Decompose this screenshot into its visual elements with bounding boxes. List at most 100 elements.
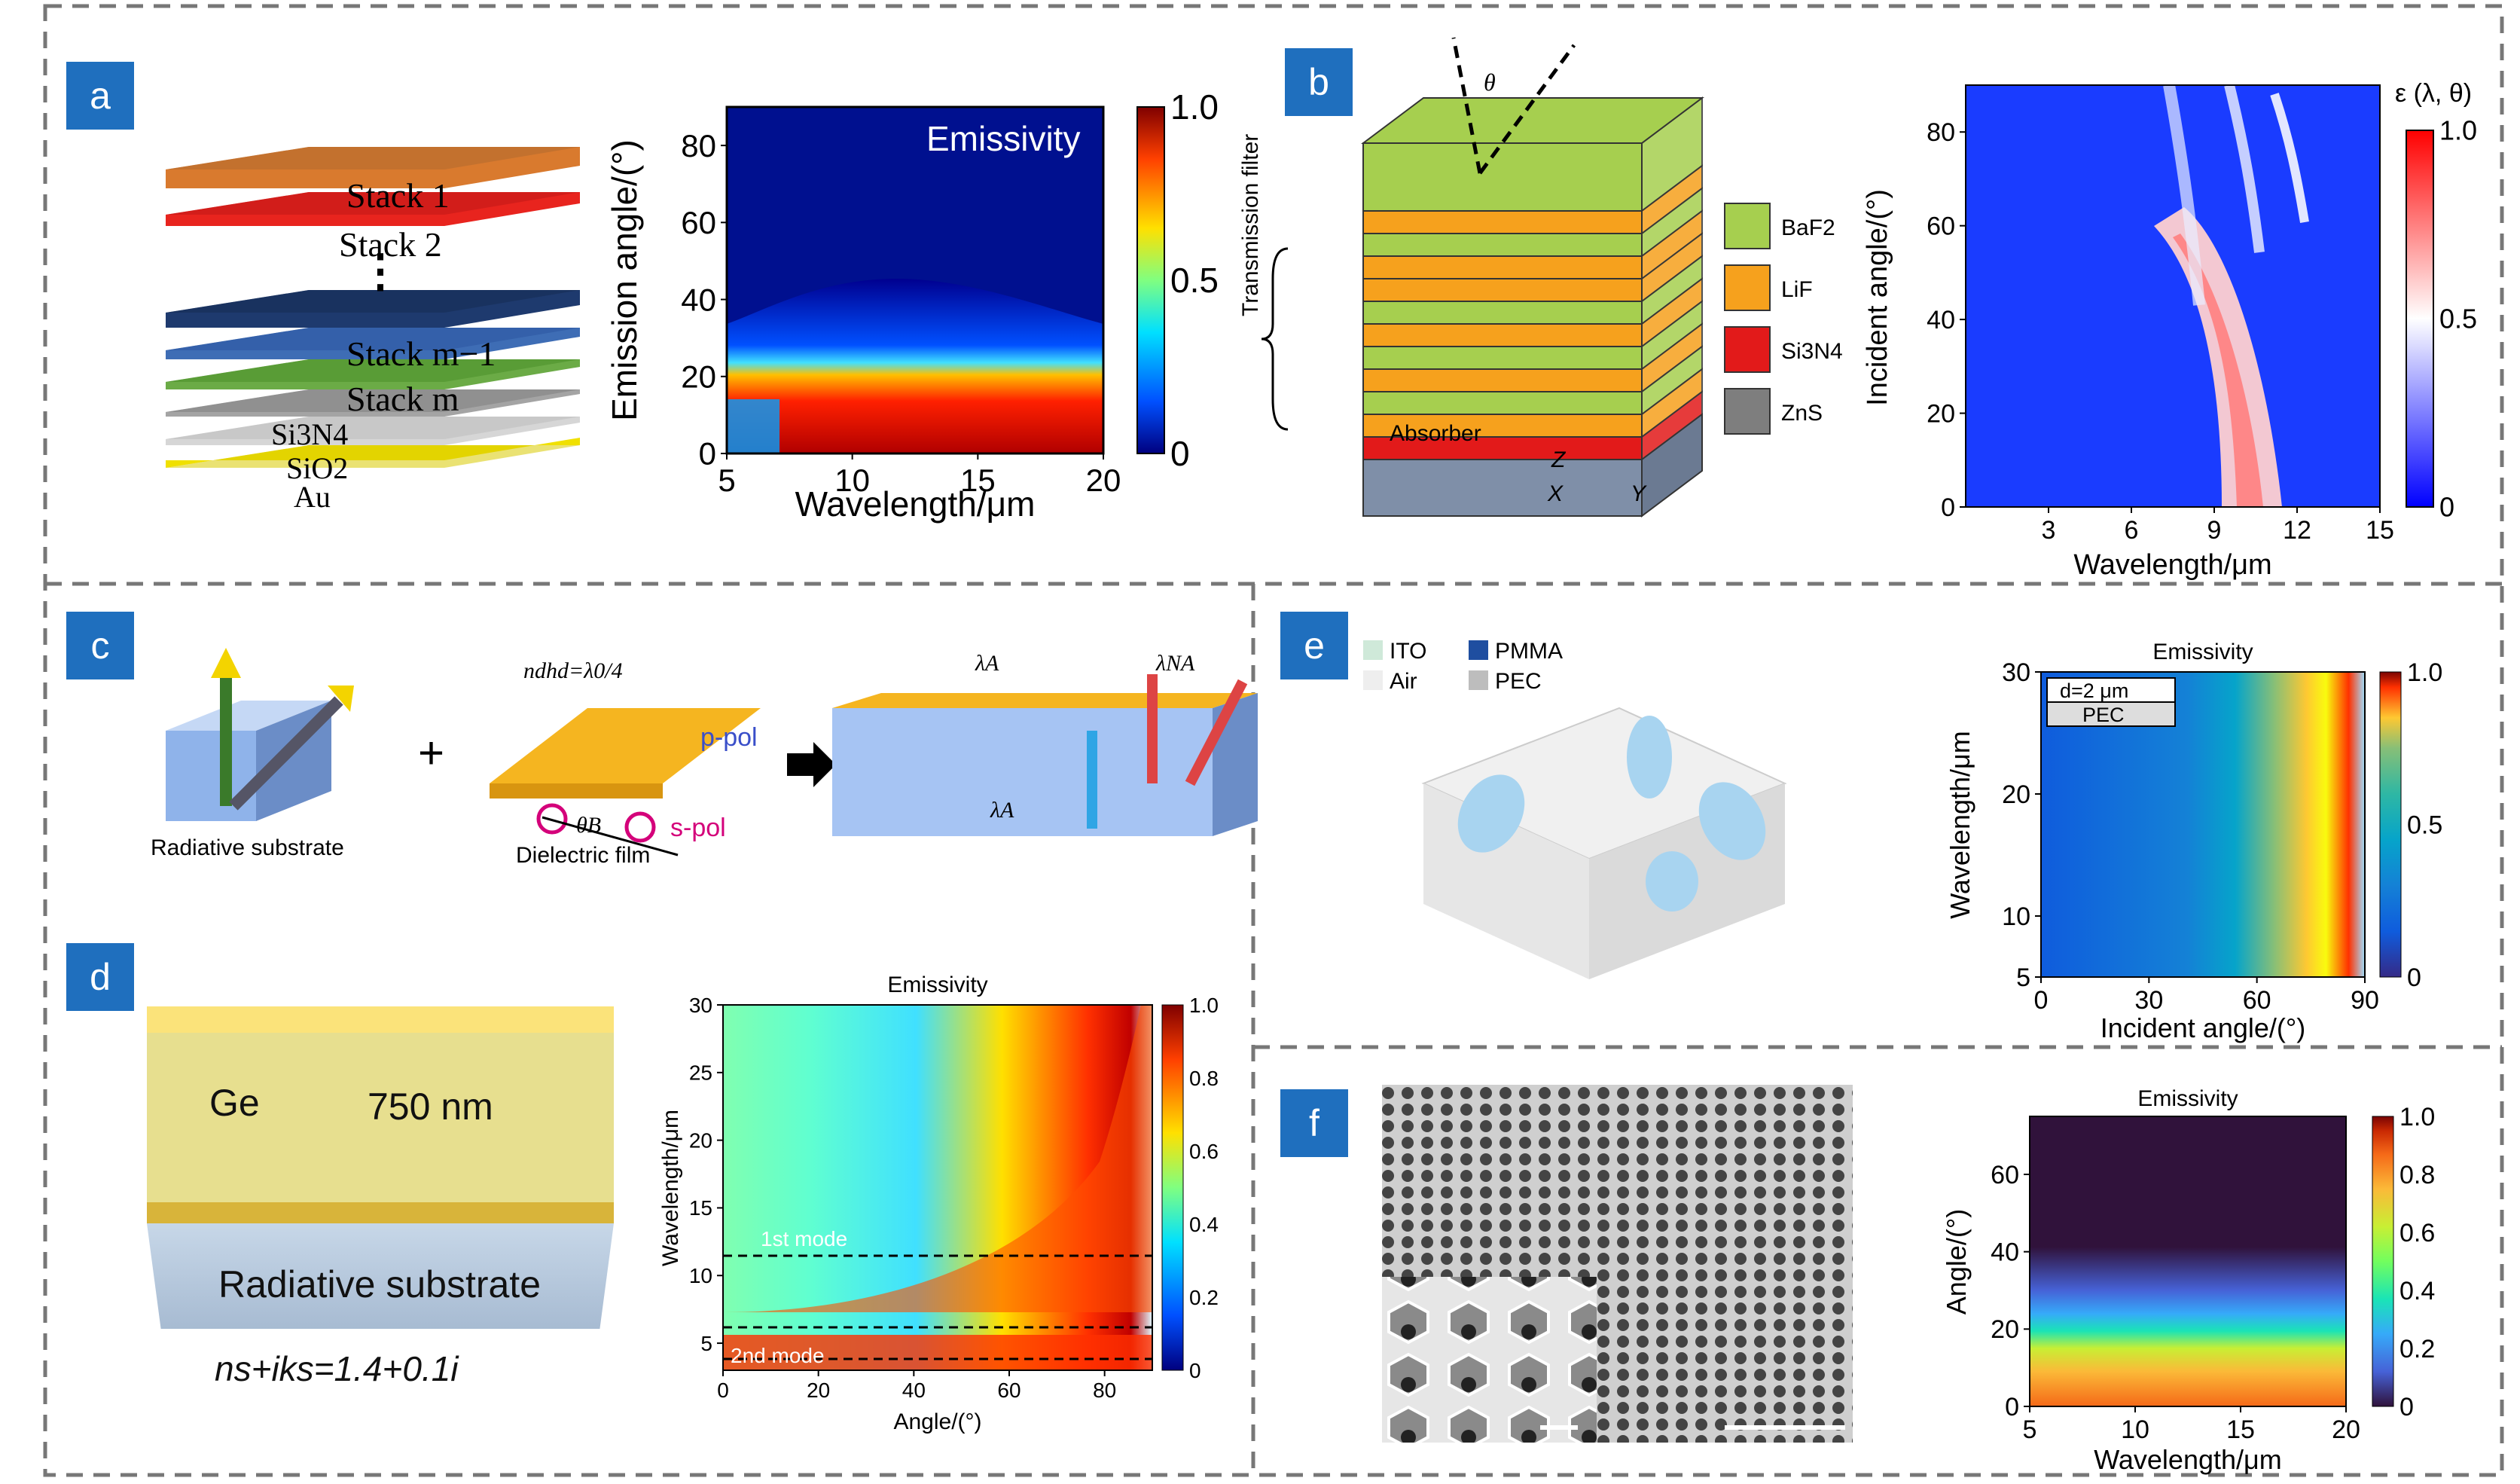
colorbar-tick-label: 1.0 (2439, 115, 2477, 146)
colorbar-tick-label: 1.0 (2399, 1103, 2435, 1131)
colorbar-tick-label: 0 (1170, 434, 1190, 473)
colorbar-tick-label: 0.4 (2399, 1277, 2435, 1305)
legend-swatch (1469, 640, 1488, 660)
y-tick-label: 30 (2002, 658, 2030, 687)
x-tick-label: 20 (1086, 463, 1121, 498)
filter-layer (1362, 301, 1643, 325)
film-label: Dielectric film (516, 843, 650, 868)
y-tick-label: 5 (2016, 963, 2030, 992)
legend-label: ZnS (1781, 401, 1823, 426)
ge-bottom-d (147, 1202, 614, 1223)
colorbar-tick-label: 0.8 (1189, 1067, 1219, 1090)
x-tick-label: 60 (2243, 986, 2271, 1015)
chart-a-xlabel: Wavelength/μm (795, 484, 1036, 524)
filter-top (1361, 97, 1704, 144)
legend-swatch (1469, 670, 1488, 690)
x-tick-label: 15 (960, 463, 996, 498)
filter-substrate (1362, 459, 1643, 517)
thetab-label: θB (576, 813, 601, 838)
stack-label-sio2: SiO2 (286, 451, 348, 485)
filter-layer (1362, 210, 1643, 234)
x-tick-label: 6 (2125, 516, 2139, 545)
x-tick-label: 60 (997, 1379, 1021, 1402)
theta-label: θ (1484, 69, 1496, 96)
colorbar-tick-label: 0 (2439, 492, 2454, 523)
y-tick-label: 20 (1991, 1315, 2019, 1344)
stack-label-au: Au (294, 480, 331, 514)
chart-a-ylabel: Emission angle/(°) (605, 139, 644, 421)
y-tick-label: 80 (681, 128, 716, 163)
chart-f-xlabel: Wavelength/μm (2094, 1444, 2282, 1475)
index-label: ns+iks=1.4+0.1i (215, 1349, 459, 1388)
svg-text:⋮: ⋮ (358, 246, 403, 296)
stack-slab-top (166, 147, 580, 169)
x-tick-label: 5 (2023, 1415, 2037, 1444)
substrate-label-c: Radiative substrate (151, 835, 344, 860)
x-tick-label: 9 (2207, 516, 2222, 545)
x-tick-label: 10 (834, 463, 870, 498)
inset-d-label: d=2 μm (2060, 679, 2128, 702)
lambda-a2-label: λA (990, 798, 1014, 823)
axis-z-label: Z (1551, 447, 1567, 472)
panel-tag-d: d (66, 943, 134, 1011)
x-tick-label: 20 (2332, 1415, 2360, 1444)
colorbar-tick-label: 0 (2399, 1393, 2414, 1421)
legend-swatch (1724, 326, 1771, 373)
x-tick-label: 30 (2134, 986, 2163, 1015)
colorbar-tick-label: 0 (1189, 1359, 1201, 1382)
legend-swatch (1363, 640, 1383, 660)
x-tick-label: 3 (2042, 516, 2056, 545)
ge-layer-d (147, 1033, 614, 1202)
stack-slab-top (166, 417, 580, 439)
y-tick-label: 10 (689, 1264, 712, 1287)
legend-label: PEC (1495, 669, 1542, 694)
thickness-label: 750 nm (368, 1086, 493, 1128)
y-tick-label: 60 (1927, 212, 1955, 241)
stack-label-m1: Stack m−1 (346, 334, 496, 373)
chart-b-cblabel: ε (λ, θ) (2395, 79, 2472, 108)
chart-d-ylabel: Wavelength/μm (658, 1110, 683, 1266)
stack-slab-top (166, 328, 580, 350)
spol-label: s-pol (670, 814, 726, 842)
filter-layer (1362, 255, 1643, 279)
filter-layer (1362, 368, 1643, 392)
x-tick-label: 0 (717, 1379, 729, 1402)
mode1-label: 1st mode (761, 1227, 847, 1250)
substrate-d (147, 1223, 614, 1329)
legend-label: ITO (1390, 639, 1426, 664)
y-tick-label: 25 (689, 1061, 712, 1085)
legend-label: PMMA (1495, 639, 1563, 664)
legend-label: Si3N4 (1781, 339, 1843, 364)
ge-label: Ge (209, 1082, 260, 1124)
y-tick-label: 60 (1991, 1161, 2019, 1189)
substrate-label-d: Radiative substrate (218, 1263, 542, 1305)
filter-diagram-b: Transmission filter Absorber θ BaF2 LiF Si… (1238, 37, 1843, 518)
chart-e: d=2 μm PEC 0 30 60 90 5 10 20 30 0 0.5 1.0 Emissi… (1945, 640, 2442, 1043)
filter-layer (1362, 346, 1643, 370)
y-tick-label: 80 (1927, 118, 1955, 147)
stack-diagram-a: Stack 1 Stack 2 ⋮ Stack m−1 Stack m Si3N… (166, 147, 580, 514)
y-tick-label: 15 (689, 1196, 712, 1220)
lambda-na-label: λNA (1155, 651, 1195, 676)
stack-slab-top (166, 359, 580, 382)
panel-tag-a: a (66, 62, 134, 130)
chart-a: Emissivity 5 10 15 20 0 20 40 60 80 0 0.5 1.0 Wave… (605, 87, 1219, 524)
colorbar-tick-label: 0.6 (2399, 1219, 2435, 1247)
colorbar-tick-label: 0.2 (1189, 1286, 1219, 1309)
chart-b-xlabel: Wavelength/μm (2073, 549, 2271, 581)
y-tick-label: 40 (1991, 1238, 2019, 1267)
colorbar-tick-label: 0.5 (1170, 261, 1219, 300)
scene-e: ITO PMMA Air PEC (1363, 639, 1787, 979)
panel-tag-f: f (1280, 1089, 1348, 1157)
mode2-label: 2nd mode (731, 1344, 825, 1367)
legend-label: Air (1390, 669, 1417, 694)
x-tick-label: 12 (2283, 516, 2311, 545)
y-tick-label: 20 (689, 1128, 712, 1152)
legend-label: BaF2 (1781, 215, 1835, 240)
chart-e-title: Emissivity (2152, 640, 2253, 664)
y-tick-label: 5 (700, 1332, 712, 1355)
legend-swatch (1724, 388, 1771, 435)
y-tick-label: 20 (1927, 399, 1955, 428)
filter-layer (1362, 414, 1643, 438)
colorbar-tick-label: 0.8 (2399, 1161, 2435, 1189)
